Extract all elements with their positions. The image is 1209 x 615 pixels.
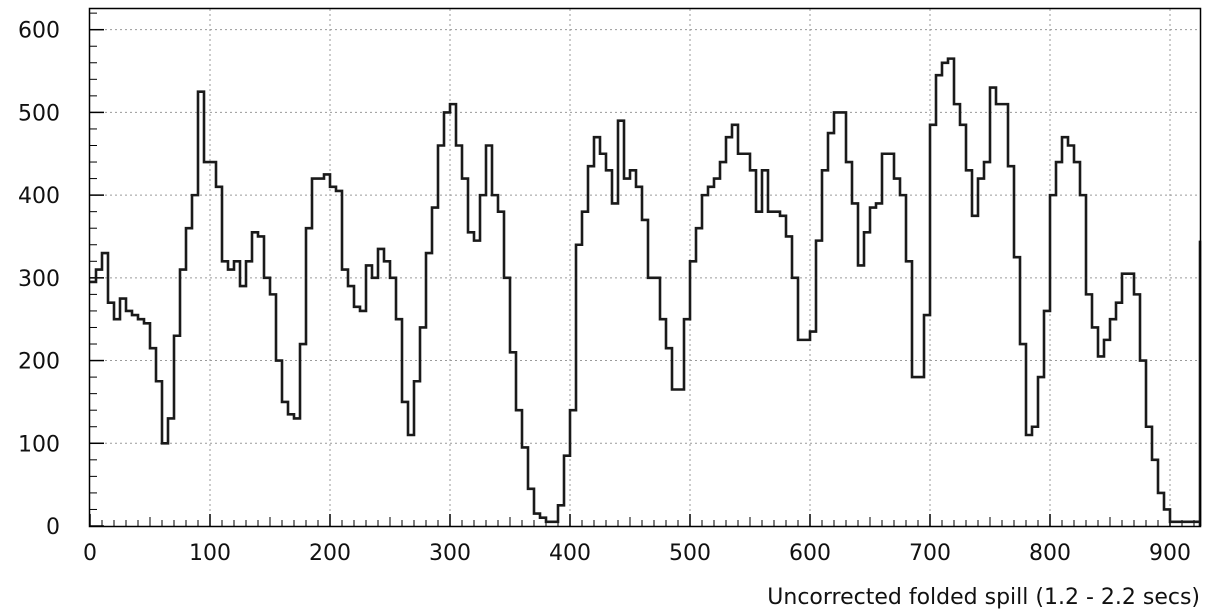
histogram-series-line <box>90 57 1202 526</box>
y-tick-label: 200 <box>18 350 60 375</box>
x-tick-label: 500 <box>669 541 711 566</box>
x-tick-label: 100 <box>189 541 231 566</box>
y-tick-label: 500 <box>18 101 60 126</box>
x-axis-ticks: 0 100 200 300 400 500 600 700 800 900 <box>83 514 1195 566</box>
y-tick-label: 300 <box>18 267 60 292</box>
y-tick-label: 600 <box>18 19 60 44</box>
y-axis-ticks: 0 100 200 300 400 500 600 <box>18 12 104 540</box>
x-tick-label: 600 <box>789 541 831 566</box>
y-tick-label: 0 <box>46 515 60 540</box>
x-tick-label: 300 <box>429 541 471 566</box>
x-tick-label: 900 <box>1149 541 1191 566</box>
x-tick-label: 800 <box>1029 541 1071 566</box>
grid-lines <box>90 9 1200 526</box>
y-tick-label: 100 <box>18 432 60 457</box>
x-axis-title: Uncorrected folded spill (1.2 - 2.2 secs… <box>767 585 1200 610</box>
y-tick-label: 400 <box>18 184 60 209</box>
x-tick-label: 0 <box>83 541 97 566</box>
plot-frame <box>88 7 1202 528</box>
x-tick-label: 400 <box>549 541 591 566</box>
x-tick-label: 200 <box>309 541 351 566</box>
series-layer <box>90 57 1202 526</box>
x-tick-label: 700 <box>909 541 951 566</box>
